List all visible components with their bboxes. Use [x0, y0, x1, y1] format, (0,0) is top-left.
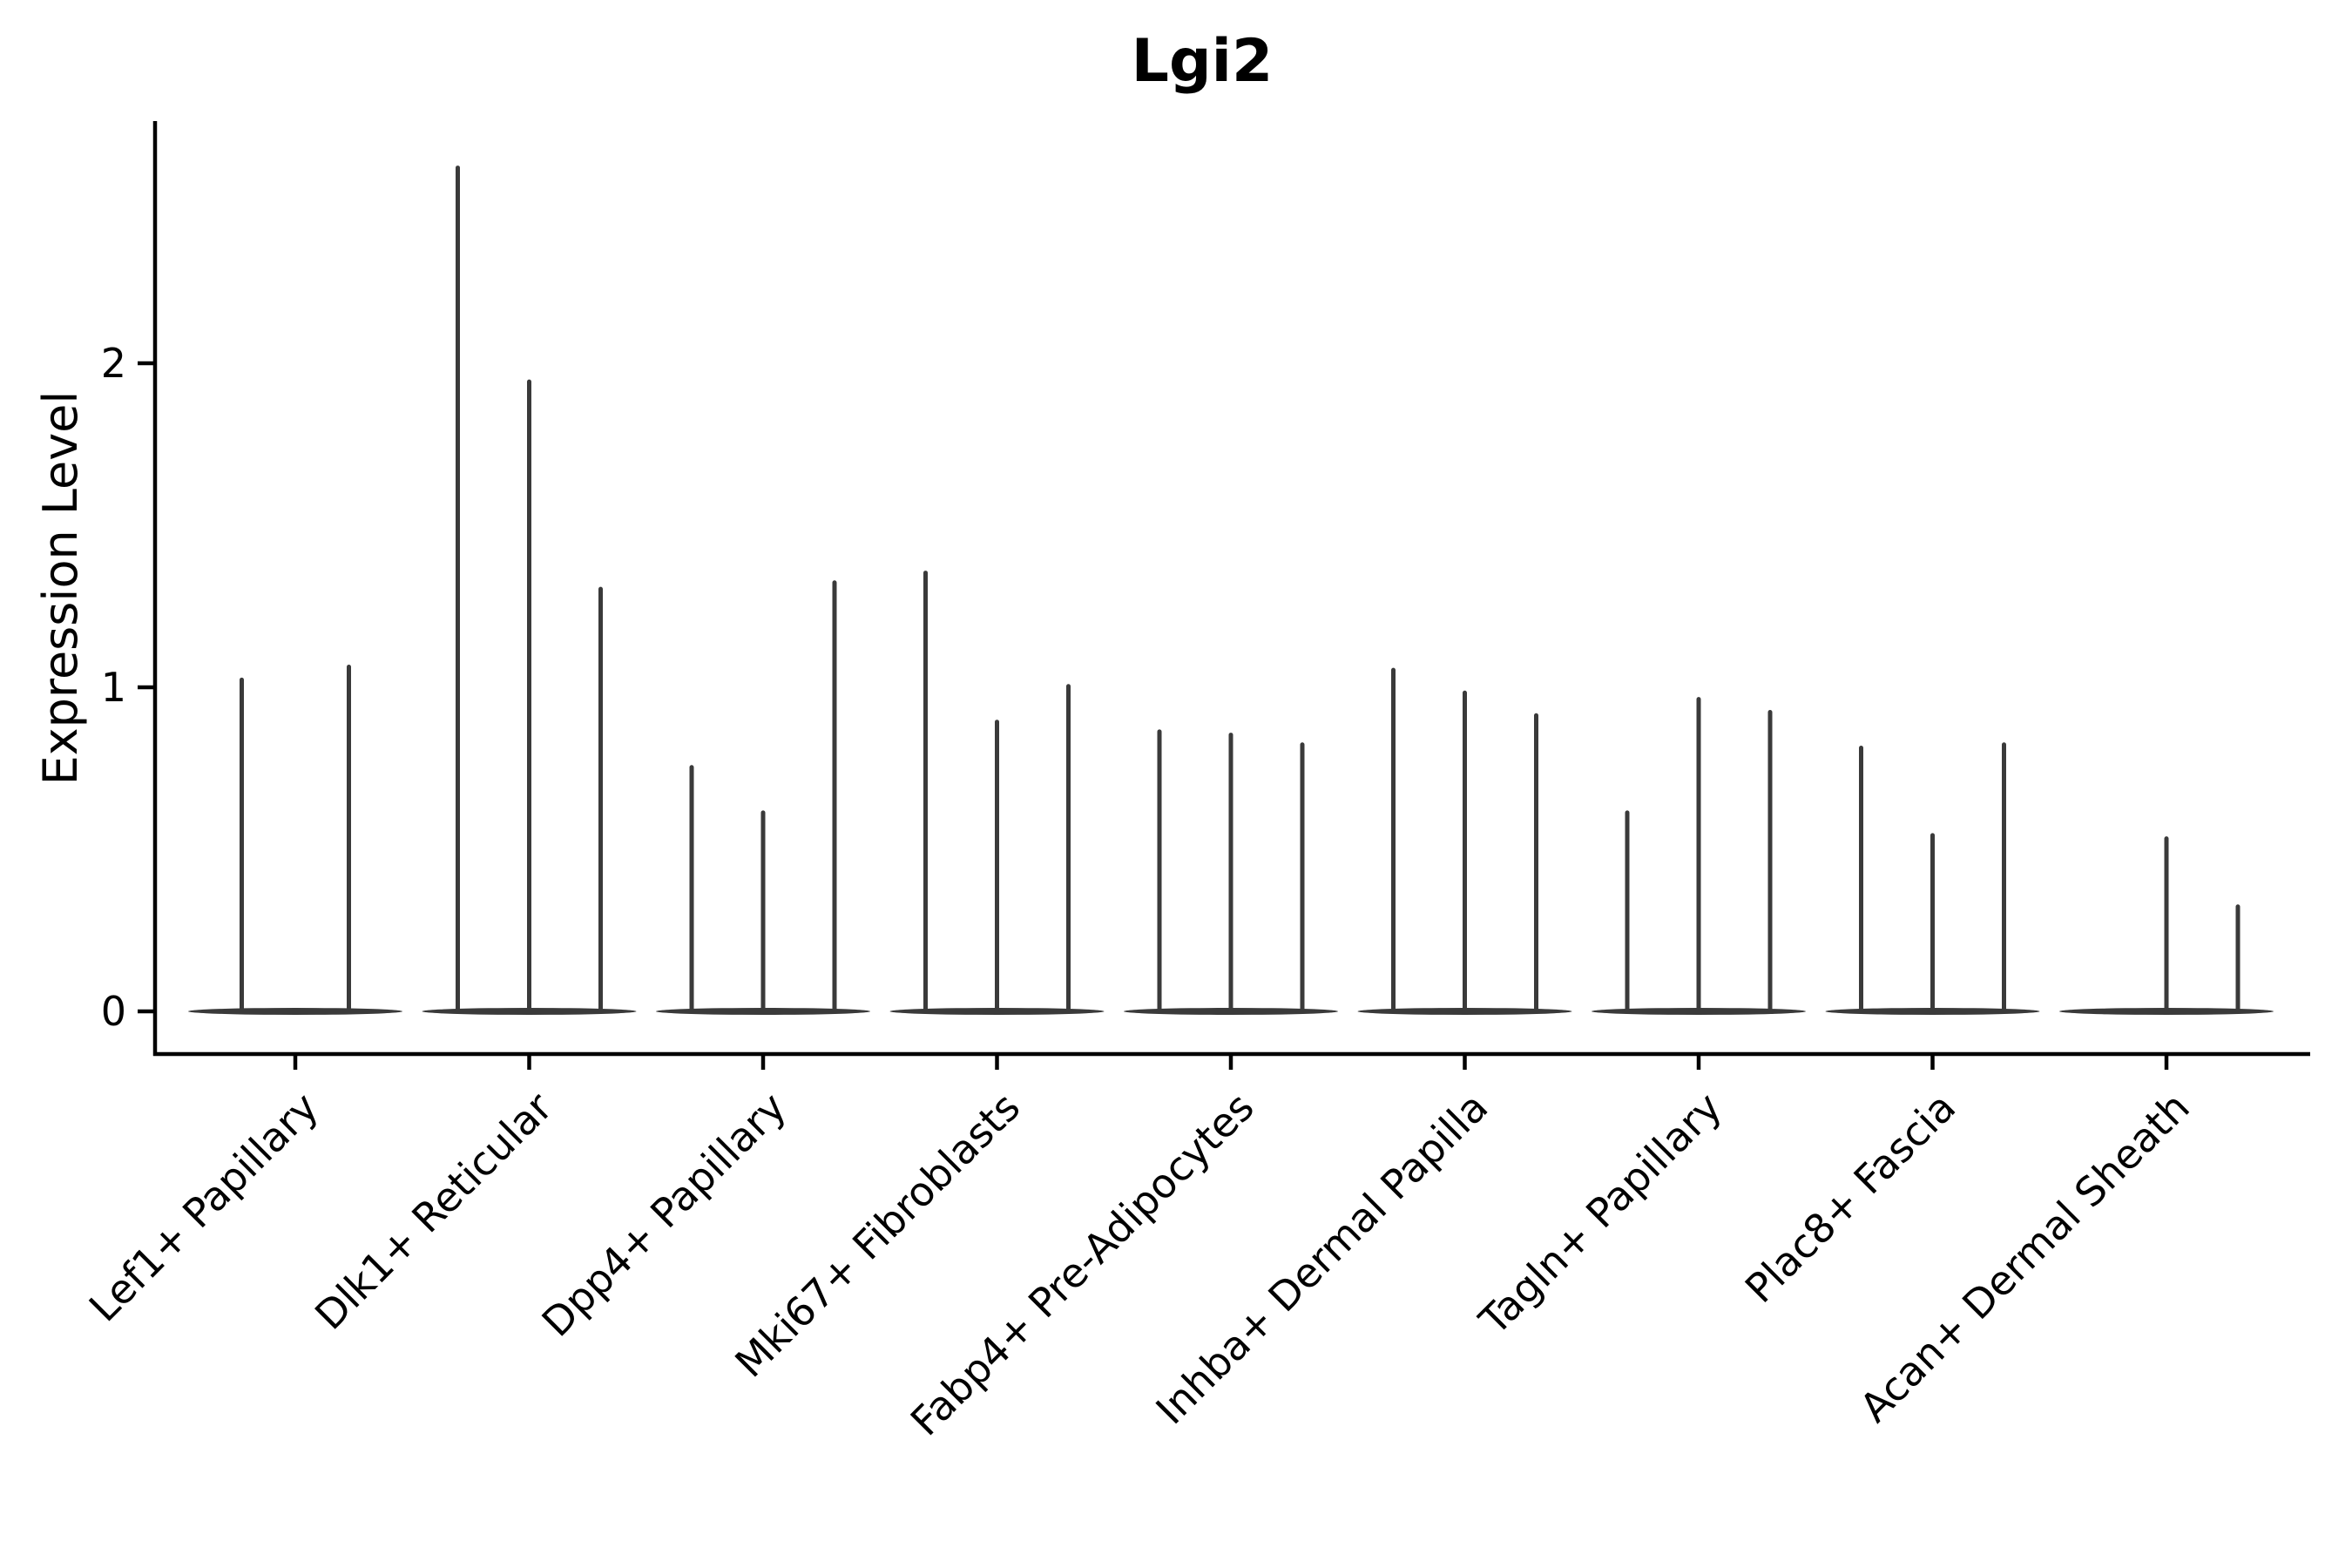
- x-tick-label: Dlk1+ Reticular: [306, 1084, 561, 1339]
- x-tick-label: Dpp4+ Papillary: [533, 1084, 795, 1346]
- y-axis-label: Expression Level: [33, 391, 88, 786]
- x-tick-label: Tagln+ Papillary: [1470, 1084, 1731, 1345]
- x-tick-label: Plac8+ Fascia: [1736, 1084, 1964, 1312]
- y-tick-label: 0: [101, 988, 126, 1035]
- violin-layer: [188, 166, 2274, 1015]
- y-tick-label: 2: [101, 340, 126, 387]
- chart-title: Lgi2: [1132, 27, 1274, 96]
- violin-base: [188, 1008, 402, 1015]
- axes-layer: [138, 121, 2310, 1070]
- y-tick-label: 1: [101, 664, 126, 711]
- x-tick-label: Lef1+ Papillary: [80, 1084, 328, 1331]
